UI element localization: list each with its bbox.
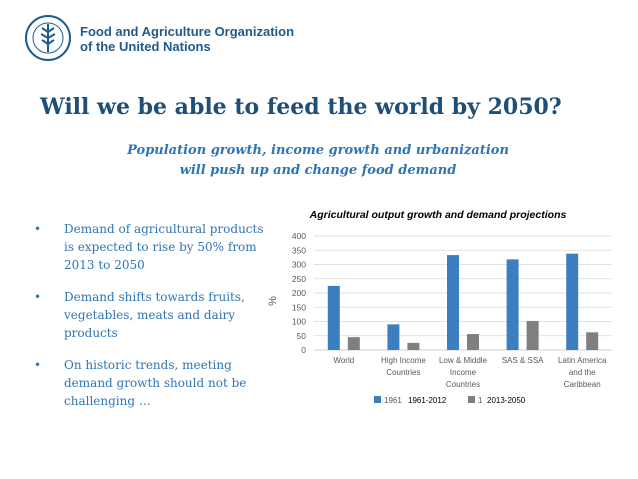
org-name-line2: of the United Nations [80, 39, 211, 54]
bar-2013-2050 [347, 337, 360, 350]
bullet-icon: • [34, 290, 42, 304]
bullet-text: On historic trends, meeting demand growt… [64, 358, 247, 408]
bullet-text: Demand shifts towards fruits, vegetables… [64, 290, 245, 340]
y-tick-label: 100 [292, 317, 306, 327]
y-tick-label: 150 [292, 302, 306, 312]
y-tick-label: 250 [292, 274, 306, 284]
y-tick-label: 350 [292, 245, 306, 255]
org-name-line1: Food and Agriculture Organization [80, 24, 295, 39]
organization-name: Food and Agriculture Organization of the… [80, 24, 294, 54]
subtitle-line1: Population growth, income growth and urb… [127, 143, 509, 158]
fao-logo-icon [25, 15, 71, 61]
y-tick-label: 400 [292, 231, 306, 241]
bar-2013-2050 [526, 320, 539, 350]
bar-1961-2012 [566, 253, 579, 350]
x-tick-label: Countries [386, 368, 420, 377]
x-tick-label: Income [450, 368, 477, 377]
bar-2013-2050 [407, 342, 420, 350]
bar-1961-2012 [327, 285, 340, 350]
y-tick-label: 0 [301, 345, 306, 355]
x-tick-label: and the [569, 368, 596, 377]
x-tick-label: Latin America [558, 356, 607, 365]
bullet-list: • Demand of agricultural products is expe… [32, 220, 272, 424]
x-tick-label: Low & Middle [439, 356, 488, 365]
bar-1961-2012 [447, 255, 459, 350]
bullet-text: Demand of agricultural products is expec… [64, 222, 264, 272]
legend-swatch [374, 396, 381, 403]
list-item: • Demand of agricultural products is expe… [32, 220, 272, 274]
slide-title: Will we be able to feed the world by 205… [40, 94, 562, 120]
list-item: • On historic trends, meeting demand grow… [32, 356, 272, 410]
x-tick-label: World [333, 356, 354, 365]
x-tick-label: Caribbean [564, 380, 601, 389]
bar-2013-2050 [467, 334, 479, 350]
x-tick-label: SAS & SSA [502, 356, 544, 365]
y-tick-label: 50 [297, 331, 307, 341]
slide-subtitle: Population growth, income growth and urb… [60, 141, 576, 181]
legend-swatch [468, 396, 475, 403]
bullet-icon: • [34, 222, 42, 236]
legend-prefix: 1 [478, 396, 483, 405]
y-tick-label: 200 [292, 288, 306, 298]
x-tick-label: Countries [446, 380, 480, 389]
chart-title: Agricultural output growth and demand pr… [309, 209, 567, 221]
bar-2013-2050 [586, 332, 599, 350]
bullet-icon: • [34, 358, 42, 372]
legend-prefix: 1961 [384, 396, 402, 405]
legend-label: 2013-2050 [487, 396, 526, 405]
list-item: • Demand shifts towards fruits, vegetable… [32, 288, 272, 342]
legend-label: 1961-2012 [408, 396, 447, 405]
y-axis-label: % [267, 296, 279, 306]
y-tick-label: 300 [292, 260, 306, 270]
bar-1961-2012 [387, 324, 400, 350]
bar-1961-2012 [506, 259, 519, 350]
bar-chart: Agricultural output growth and demand pr… [267, 209, 612, 405]
x-tick-label: High Income [381, 356, 426, 365]
subtitle-line2: will push up and change food demand [179, 163, 457, 178]
